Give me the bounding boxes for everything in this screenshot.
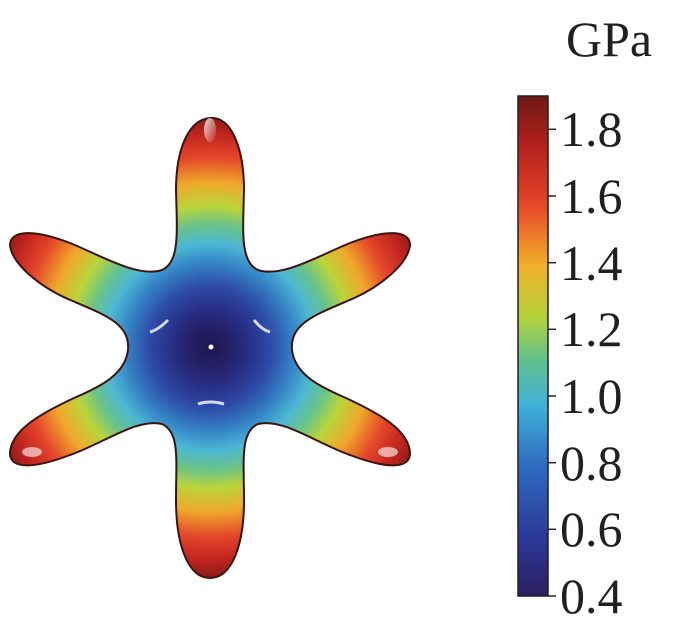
surface-center-point [208, 344, 214, 350]
colorbar-ticks [548, 128, 556, 597]
colorbar [517, 95, 556, 597]
tip-sheen-top [204, 118, 216, 142]
colorbar-gradient [517, 95, 549, 597]
colorbar-tick-label: 1.4 [560, 234, 623, 291]
surface-highlight-left [149, 318, 170, 334]
colorbar-tick-label: 1.0 [560, 368, 623, 424]
tip-sheen-lower-right [378, 447, 398, 457]
colorbar-tick-label: 0.8 [560, 434, 623, 491]
surface-highlight-right [252, 319, 271, 334]
colorbar-tick-label: 0.4 [560, 568, 623, 624]
colorbar-unit-label: GPa [566, 11, 653, 67]
elastic-modulus-surface-figure [8, 95, 556, 597]
six-lobed-surface [8, 116, 412, 580]
colorbar-tick-label: 1.2 [560, 301, 623, 358]
tip-sheen-lower-left [22, 447, 42, 457]
colorbar-tick-label: 0.6 [560, 501, 623, 558]
surface-highlight-bottom [197, 400, 225, 406]
colorbar-tick-label: 1.8 [560, 101, 623, 158]
colorbar-tick-label: 1.6 [560, 168, 623, 224]
